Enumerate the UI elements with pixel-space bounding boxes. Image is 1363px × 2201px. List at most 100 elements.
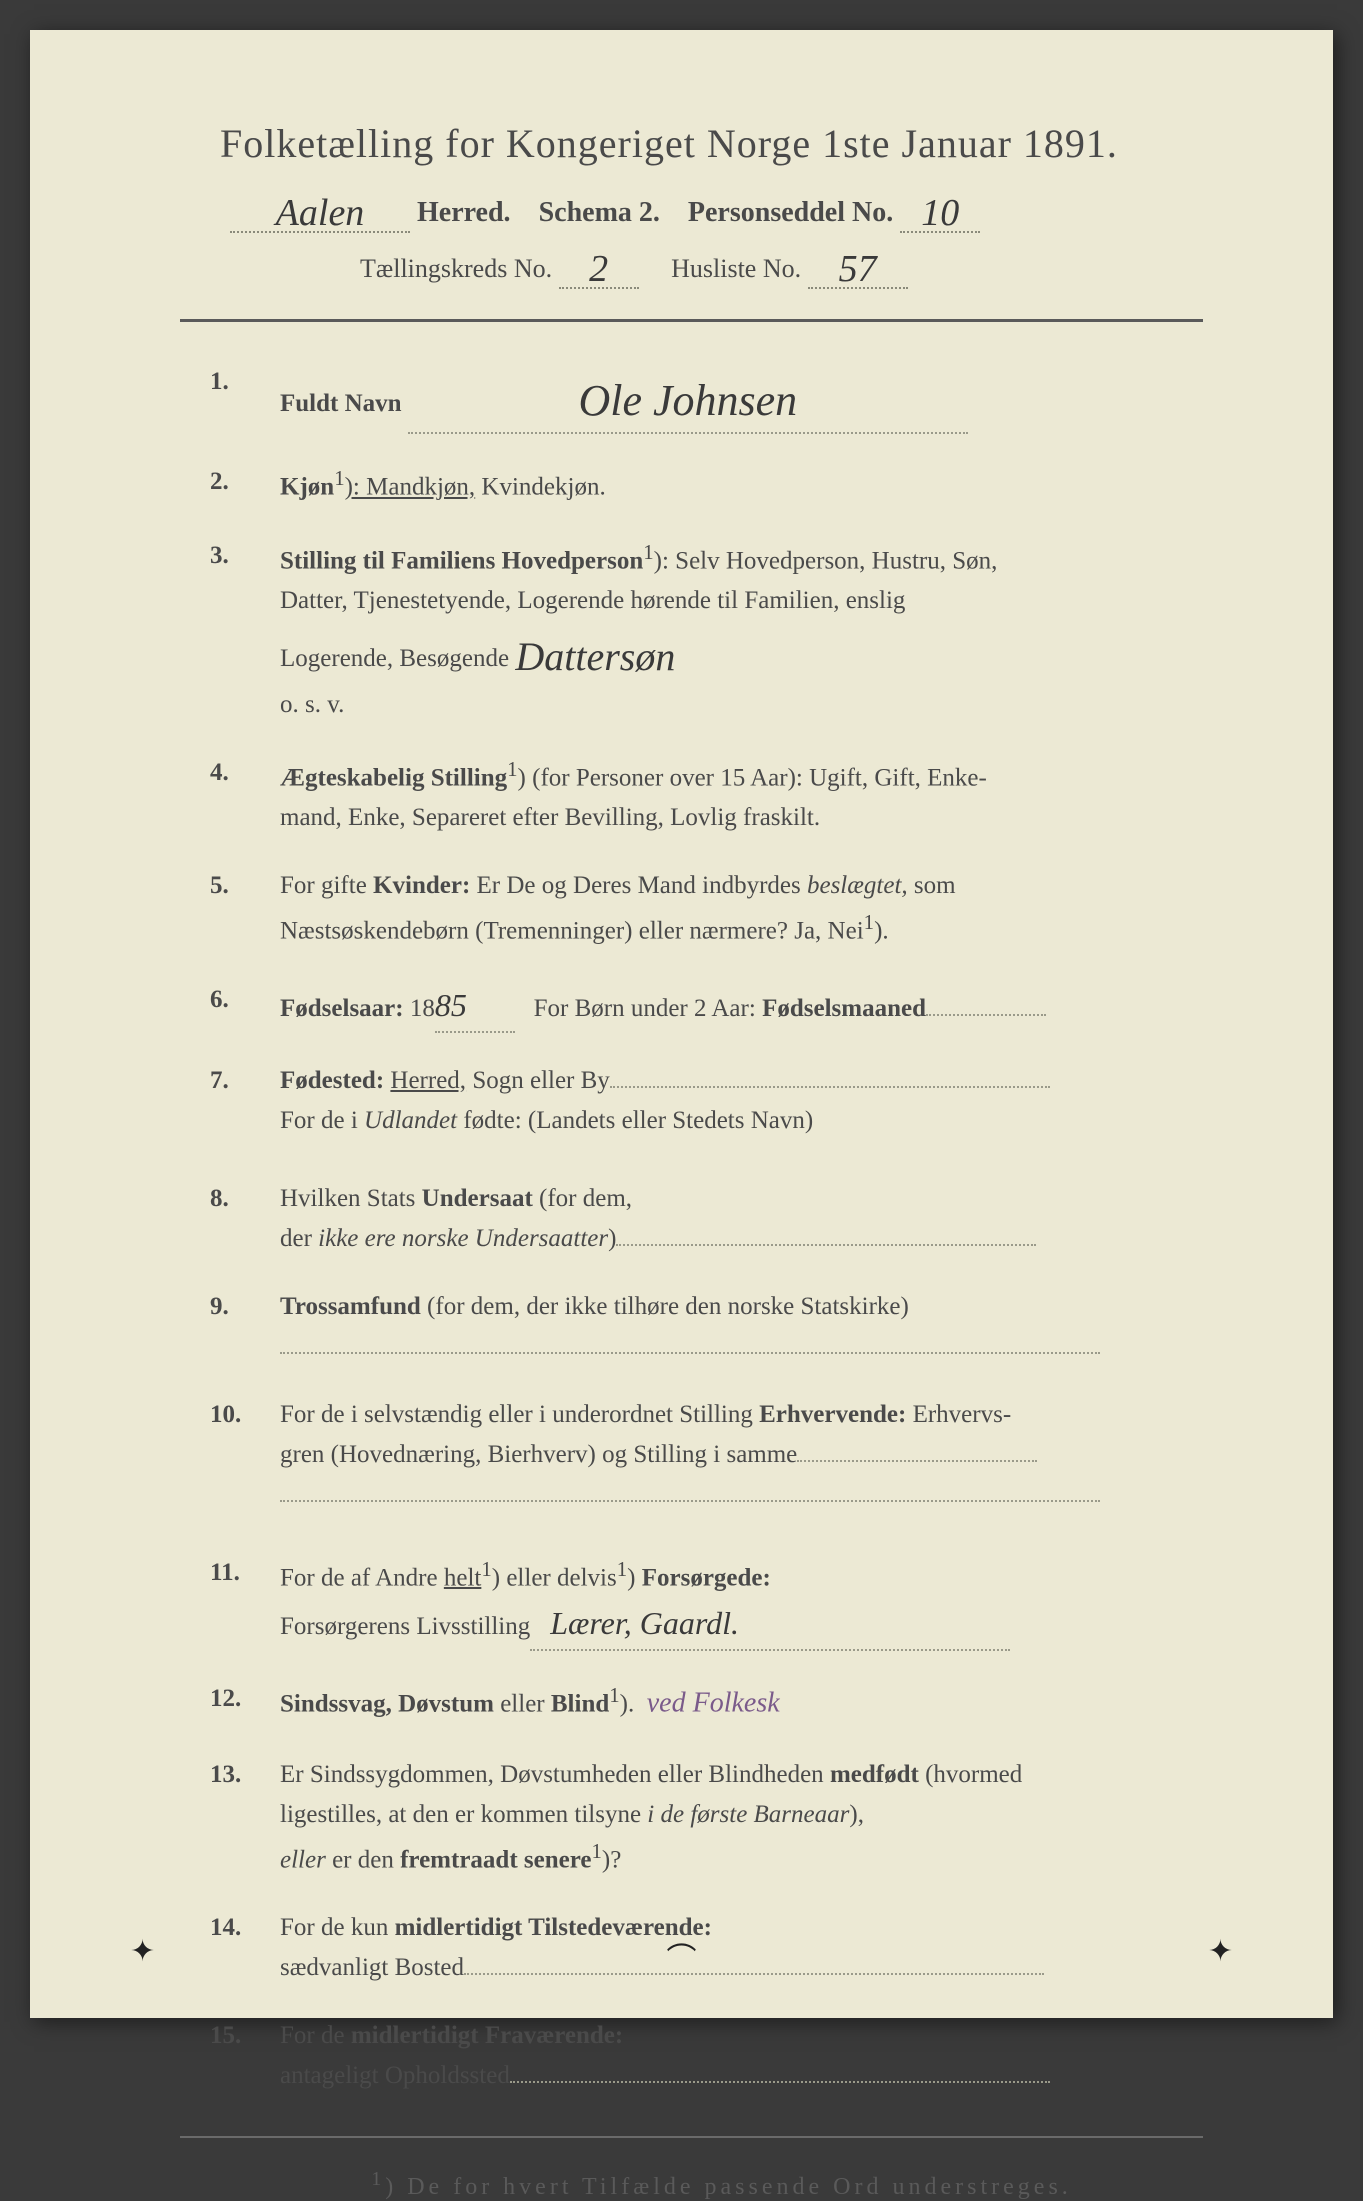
item-3: 3. Stilling til Familiens Hovedperson1):… (210, 536, 1203, 725)
husliste-label: Husliste No. (671, 254, 801, 283)
item-8-ital: ikke ere norske Undersaatter (318, 1225, 608, 1252)
item-num: 15. (210, 2016, 280, 2096)
item-13-text6: er den (326, 1846, 400, 1873)
item-5-text3: som (908, 872, 956, 899)
item-num: 13. (210, 1755, 280, 1880)
item-num: 1. (210, 362, 280, 434)
item-13-ital: i de første Barneaar (647, 1801, 849, 1828)
sup: 1 (609, 1683, 619, 1707)
item-13-text3: ligestilles, at den er kommen tilsyne (280, 1801, 647, 1828)
item-5-label: Kvinder: (373, 872, 470, 899)
item-5-text2: Er De og Deres Mand indbyrdes (470, 872, 807, 899)
item-5-text5: ). (874, 918, 889, 945)
item-15-label: midlertidigt Fraværende: (351, 2022, 623, 2049)
item-6-text1: For Børn under 2 Aar: (534, 995, 762, 1022)
footnote-text: ) De for hvert Tilfælde passende Ord und… (385, 2174, 1072, 2200)
item-1-value: Ole Johnsen (578, 366, 797, 436)
header-line-2: Tællingskreds No. 2 Husliste No. 57 (180, 243, 1203, 289)
item-num: 9. (210, 1287, 280, 1367)
item-8-text1: Hvilken Stats (280, 1185, 422, 1212)
item-9-label: Trossamfund (280, 1293, 421, 1320)
item-11-text2: ) eller delvis (492, 1564, 617, 1591)
item-3-text1: ): Selv Hovedperson, Hustru, Søn, (654, 547, 998, 574)
item-4-text1: ) (for Personer over 15 Aar): Ugift, Gif… (518, 764, 987, 791)
item-num: 8. (210, 1179, 280, 1259)
item-10-text2: Erhvervs- (906, 1401, 1011, 1428)
item-8-text4: ) (608, 1225, 616, 1252)
item-num: 12. (210, 1679, 280, 1726)
item-12: 12. Sindssvag, Døvstum eller Blind1). ve… (210, 1679, 1203, 1726)
item-11-value: Lærer, Gaardl. (550, 1605, 739, 1641)
item-11-text4: Forsørgerens Livsstilling (280, 1613, 530, 1640)
item-7-text3: fødte: (Landets eller Stedets Navn) (457, 1107, 813, 1134)
footnote: 1) De for hvert Tilfælde passende Ord un… (180, 2168, 1203, 2201)
item-6: 6. Fødselsaar: 1885 For Børn under 2 Aar… (210, 980, 1203, 1033)
item-7-ital: Udlandet (364, 1107, 457, 1134)
item-7-label: Fødested: (280, 1067, 384, 1094)
item-13-text7: )? (602, 1846, 621, 1873)
divider-top (180, 319, 1203, 322)
mark-center: ⌒ (667, 1934, 697, 1978)
item-10-label: Erhvervende: (759, 1401, 906, 1428)
kreds-label: Tællingskreds No. (360, 254, 552, 283)
sup: 1 (617, 1557, 627, 1581)
item-7-text1: Herred, (390, 1067, 466, 1094)
item-7-text2: For de i (280, 1107, 364, 1134)
item-13-text4: ), (849, 1801, 864, 1828)
sup: 1 (481, 1557, 491, 1581)
item-5-ital: beslægtet, (807, 872, 908, 899)
item-12-text1: eller (494, 1691, 551, 1718)
item-6-label: Fødselsaar: (280, 995, 404, 1022)
item-3-value: Dattersøn (515, 625, 675, 689)
item-2: 2. Kjøn1): Mandkjøn, Kvindekjøn. (210, 462, 1203, 507)
husliste-value: 57 (839, 247, 877, 291)
item-num: 2. (210, 462, 280, 507)
item-10: 10. For de i selvstændig eller i underor… (210, 1395, 1203, 1515)
item-3-label: Stilling til Familiens Hovedperson (280, 547, 643, 574)
kreds-value: 2 (589, 247, 608, 291)
item-1: 1. Fuldt Navn Ole Johnsen (210, 362, 1203, 434)
footnote-sup: 1 (371, 2168, 385, 2190)
item-13-label2: fremtraadt senere (400, 1846, 591, 1873)
item-8-text2: (for dem, (533, 1185, 632, 1212)
item-4-label: Ægteskabelig Stilling (280, 764, 507, 791)
personseddel-value: 10 (921, 191, 959, 235)
mark-left: ✦ (130, 1934, 155, 1978)
item-num: 7. (210, 1061, 280, 1141)
item-num: 5. (210, 866, 280, 951)
item-15-text2: antageligt Opholdssted (280, 2062, 510, 2089)
divider-bottom (180, 2136, 1203, 2138)
sup: 1 (507, 757, 517, 781)
item-6-label2: Fødselsmaaned (762, 995, 926, 1022)
item-13-label: medfødt (830, 1761, 919, 1788)
item-9: 9. Trossamfund (for dem, der ikke tilhør… (210, 1287, 1203, 1367)
item-13-text1: Er Sindssygdommen, Døvstumheden eller Bl… (280, 1761, 830, 1788)
item-2-label: Kjøn (280, 474, 334, 501)
item-8-label: Undersaat (422, 1185, 533, 1212)
page-marks: ✦ ⌒ ✦ (30, 1934, 1333, 1978)
item-4: 4. Ægteskabelig Stilling1) (for Personer… (210, 753, 1203, 838)
item-12-text2: ). (620, 1691, 635, 1718)
schema-label: Schema 2. (539, 197, 660, 228)
item-8-text3: der (280, 1225, 318, 1252)
item-num: 3. (210, 536, 280, 725)
item-13-text2: (hvormed (919, 1761, 1022, 1788)
item-5-text4: Næstsøskendebørn (Tremenninger) eller næ… (280, 918, 864, 945)
item-13-text5: eller (280, 1846, 326, 1873)
census-form-page: Folketælling for Kongeriget Norge 1ste J… (30, 30, 1333, 2018)
item-3-text4: o. s. v. (280, 691, 344, 718)
header-line-1: Aalen Herred. Schema 2. Personseddel No.… (180, 187, 1203, 233)
item-5-text1: For gifte (280, 872, 373, 899)
item-15-text1: For de (280, 2022, 351, 2049)
item-6-prefix: 18 (410, 995, 435, 1022)
item-7: 7. Fødested: Herred, Sogn eller By For d… (210, 1061, 1203, 1141)
item-10-text3: gren (Hovednæring, Bierhverv) og Stillin… (280, 1441, 797, 1468)
form-items: 1. Fuldt Navn Ole Johnsen 2. Kjøn1): Man… (180, 362, 1203, 2096)
item-8: 8. Hvilken Stats Undersaat (for dem, der… (210, 1179, 1203, 1259)
item-11-label: Forsørgede: (642, 1564, 771, 1591)
item-num: 11. (210, 1553, 280, 1652)
item-1-label: Fuldt Navn (280, 390, 402, 417)
item-11-text3: ) (627, 1564, 642, 1591)
item-12-label2: Blind (551, 1691, 609, 1718)
item-10-text1: For de i selvstændig eller i underordnet… (280, 1401, 759, 1428)
